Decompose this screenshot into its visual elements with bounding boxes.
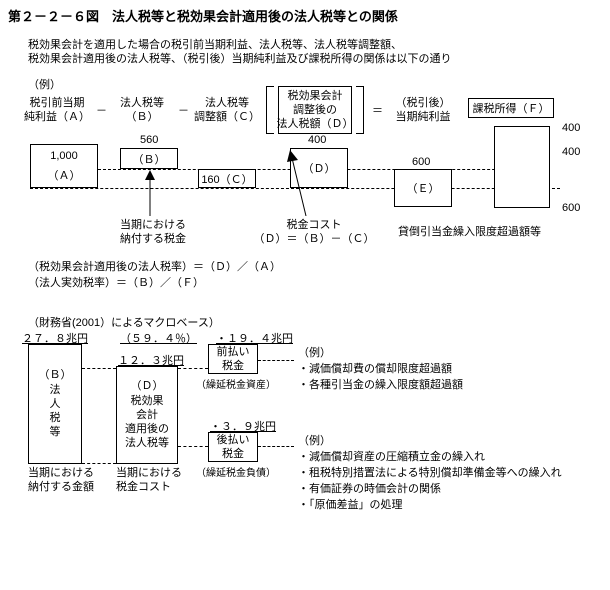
- eq-equals: ＝: [372, 102, 383, 118]
- example-5: ・有価証券の時価会計の関係: [298, 480, 441, 496]
- eq-minus1: －: [96, 102, 107, 118]
- dash-d-to-ato: [178, 446, 208, 447]
- eq-term-f: 課税所得（Ｆ）: [468, 98, 554, 118]
- box-a-lbl: （Ａ）: [48, 169, 81, 183]
- note-2: 税金コスト （Ｄ）＝（Ｂ）－（Ｃ）: [254, 218, 374, 247]
- example-4: ・租税特別措置法による特別償却準備金等への繰入れ: [298, 464, 562, 480]
- formula-2: （法人実効税率）＝（Ｂ）／（Ｆ）: [28, 274, 204, 290]
- eq-term-c: 法人税等 調整額（Ｃ）: [192, 96, 262, 125]
- macro-atobarai: 後払い 税金: [208, 432, 258, 462]
- box-c: 160（Ｃ）: [198, 169, 256, 188]
- intro-line2: 税効果会計適用後の法人税等、（税引後）当期純利益及び課税所得の関係は以下の通り: [28, 50, 452, 66]
- note-1: 当期における 納付する税金: [108, 218, 198, 247]
- box-b: （Ｂ）: [120, 148, 178, 169]
- scale-2: 400: [562, 146, 580, 158]
- macro-atobarai-sub: （繰延税金負債）: [196, 464, 276, 479]
- macro-box-b: （Ｂ） 法 人 税 等: [28, 344, 82, 464]
- macro-box-d: （Ｄ） 税効果 会計 適用後の 法人税等: [116, 366, 178, 464]
- example-6: ・「原価差益」の処理: [298, 496, 403, 512]
- box-a-val: 1,000: [50, 149, 78, 163]
- eq-term-a: 税引前当期 純利益（Ａ）: [22, 96, 92, 125]
- bracket-left: [266, 86, 274, 134]
- box-f: [494, 126, 550, 208]
- box-a: 1,000 （Ａ）: [30, 144, 98, 188]
- macro-maebarai-sub: （繰延税金資産）: [196, 376, 276, 391]
- dash-b-to-d-top: [82, 368, 116, 369]
- dash-d-to-mae: [178, 368, 208, 369]
- macro-b-foot: 当期における 納付する金額: [28, 466, 94, 495]
- macro-maebarai: 前払い 税金: [208, 344, 258, 374]
- examples-header-1: （例）: [298, 344, 331, 360]
- box-e-top: 600: [412, 156, 430, 168]
- bracket-right: [356, 86, 364, 134]
- eq-term-b: 法人税等 （Ｂ）: [112, 96, 172, 125]
- dash-ato-to-ex: [258, 446, 294, 447]
- example-2: ・各種引当金の繰入限度額超過額: [298, 376, 463, 392]
- example-3: ・減価償却資産の圧縮積立金の繰入れ: [298, 448, 485, 464]
- macro-c2: （５９．４％）: [120, 330, 197, 346]
- example-1: ・減価償却費の償却限度超過額: [298, 360, 452, 376]
- arrow-d: [284, 150, 314, 216]
- box-b-top: 560: [140, 134, 158, 146]
- box-d-top: 400: [308, 134, 326, 146]
- example-label: （例）: [28, 76, 61, 92]
- scale-3: 600: [562, 202, 580, 214]
- eq-term-e: （税引後） 当期純利益: [388, 96, 458, 125]
- page-title: 第２－２－６図 法人税等と税効果会計適用後の法人税等との関係: [8, 6, 398, 25]
- formula-1: （税効果会計適用後の法人税率）＝（Ｄ）／（Ａ）: [28, 258, 281, 274]
- scale-1: 400: [562, 122, 580, 134]
- macro-title: （財務省(2001）によるマクロベース）: [28, 314, 220, 330]
- dash-mae-to-ex: [258, 360, 294, 361]
- dash-b-to-d-bot: [82, 463, 116, 464]
- arrow-b: [140, 170, 160, 216]
- box-e: （Ｅ）: [394, 169, 452, 207]
- examples-header-2: （例）: [298, 432, 331, 448]
- macro-d-foot: 当期における 税金コスト: [116, 466, 182, 495]
- eq-minus2: －: [178, 102, 189, 118]
- note-3: 貸倒引当金繰入限度超過額等: [398, 223, 541, 239]
- eq-term-d: 税効果会計 調整後の 法人税額（Ｄ）: [278, 86, 352, 134]
